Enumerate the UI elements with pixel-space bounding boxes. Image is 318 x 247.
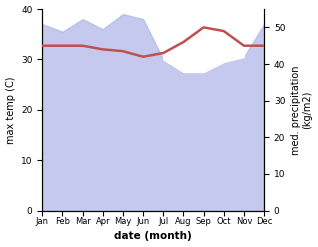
Y-axis label: med. precipitation
(kg/m2): med. precipitation (kg/m2) xyxy=(291,65,313,155)
X-axis label: date (month): date (month) xyxy=(114,231,192,242)
Y-axis label: max temp (C): max temp (C) xyxy=(5,76,16,144)
